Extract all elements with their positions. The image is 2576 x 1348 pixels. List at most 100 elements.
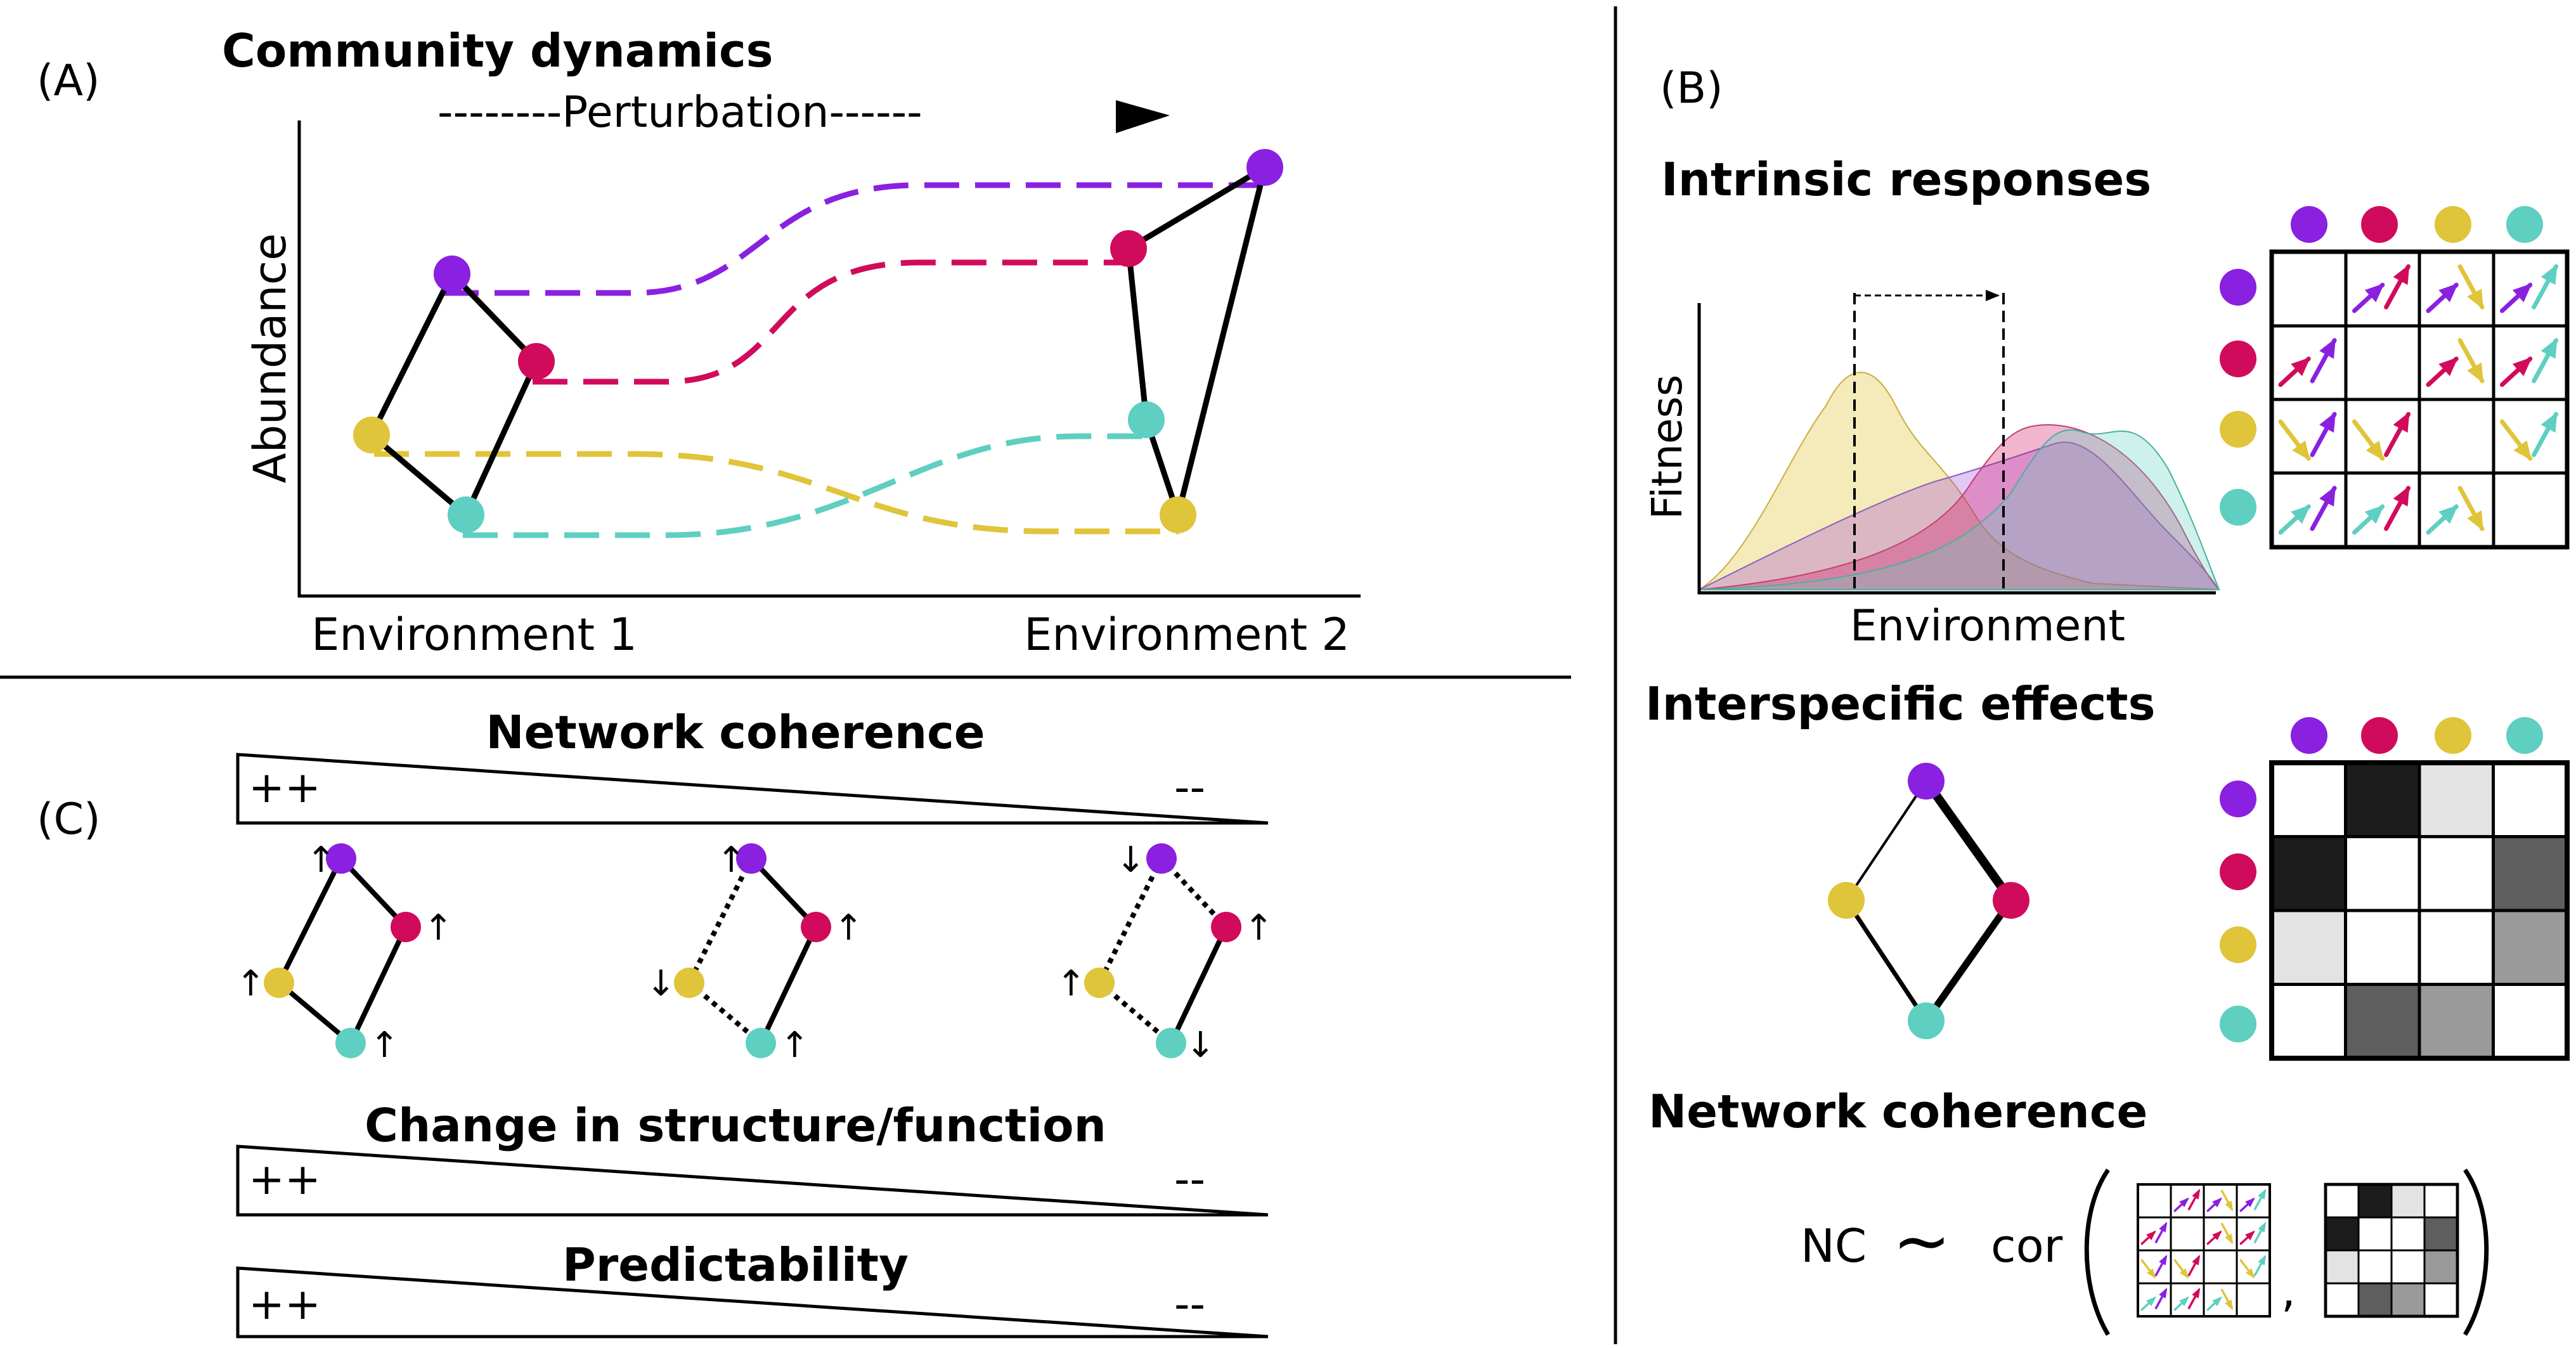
trajectory-yellow [374, 451, 1179, 535]
trajectory-teal [463, 433, 1144, 538]
node-teal-env2 [1128, 401, 1165, 438]
response-arrowhead [2225, 1200, 2234, 1212]
response-arrowhead [2512, 283, 2532, 302]
response-arrowhead [2438, 357, 2459, 377]
intrinsic-title: Intrinsic responses [1661, 153, 2151, 206]
edge-env1 [368, 272, 455, 437]
effect-cell [2344, 835, 2421, 912]
edge-env1 [463, 360, 540, 516]
arrow-down-icon: ↓ [646, 963, 676, 1004]
response-arrowhead [2292, 440, 2310, 461]
response-arrowhead [2146, 1230, 2156, 1240]
effect-cell [2417, 983, 2495, 1060]
formula-tilde: ~ [1893, 1200, 1951, 1281]
response-arrowhead [2393, 412, 2410, 433]
effect-cell [2390, 1249, 2426, 1285]
response-arrowhead [2192, 1188, 2201, 1200]
edge-env1 [370, 432, 468, 517]
effect-cell [2344, 909, 2421, 986]
environment-2-label: Environment 2 [1024, 609, 1350, 661]
response-arrowhead [2319, 486, 2336, 507]
predictability-low: -- [1174, 1280, 1205, 1330]
effect-cell [2357, 1282, 2393, 1318]
response-arrowhead [2319, 338, 2336, 359]
response-arrowhead [2159, 1221, 2168, 1233]
response-arrowhead [2291, 357, 2311, 377]
response-arrowhead [2319, 412, 2336, 433]
effect-cell [2324, 1282, 2360, 1318]
response-arrowhead [2366, 440, 2385, 461]
arrow-up-icon: ↑ [306, 839, 336, 881]
response-arrowhead [2540, 412, 2558, 433]
effect-matrix-border [2269, 760, 2570, 1061]
abundance-axis-label: Abundance [244, 233, 296, 483]
effect-cell [2417, 835, 2495, 912]
trajectory-magenta [533, 259, 1129, 385]
formula-nc: NC [1801, 1219, 1867, 1273]
panel-a-title: Community dynamics [222, 24, 773, 77]
response-matrix [2220, 206, 2570, 550]
response-arrowhead [2212, 1296, 2222, 1306]
response-arrowhead [2393, 486, 2410, 507]
response-arrowhead [2179, 1197, 2189, 1207]
response-arrowhead [2192, 1254, 2201, 1266]
arrow-up-icon: ↑ [834, 907, 864, 949]
response-arrowhead [2364, 283, 2385, 302]
effect-cell [2423, 1282, 2459, 1318]
c-change-title: Change in structure/function [365, 1099, 1106, 1152]
panel-b: (B) Intrinsic responses Fitness Environm… [1643, 63, 2570, 1336]
node-purple-env2 [1246, 149, 1283, 186]
effect-cell [2324, 1183, 2360, 1219]
fitness-curves [1697, 372, 2221, 590]
environment-axis-label: Environment [1850, 601, 2125, 651]
effect-cell [2423, 1183, 2459, 1219]
formula-cor: cor [1991, 1219, 2063, 1273]
response-arrowhead [2512, 357, 2532, 377]
effect-cell [2324, 1249, 2360, 1285]
effect-cell [2357, 1249, 2393, 1285]
edge-env1 [450, 271, 539, 364]
edge-env2 [1125, 248, 1149, 420]
response-arrowhead [2179, 1296, 2189, 1306]
response-arrowhead [2438, 283, 2459, 302]
network-mid-coherence: ↑ ↑ ↓ ↑ [646, 839, 864, 1066]
response-arrowhead [2258, 1254, 2267, 1266]
response-arrowhead [2146, 1268, 2156, 1279]
arrow-up-icon: ↑ [1056, 963, 1086, 1004]
response-arrowhead [2212, 1197, 2222, 1207]
change-wedge [236, 1144, 1269, 1217]
panel-a-label: (A) [37, 56, 100, 106]
edge-env2 [1127, 165, 1267, 251]
response-arrowhead [2393, 264, 2410, 285]
effect-cell [2417, 761, 2495, 838]
response-arrowhead [2467, 510, 2483, 531]
effect-cell [2417, 909, 2495, 986]
response-arrowhead [2540, 338, 2558, 359]
environment-1-label: Environment 1 [311, 609, 637, 661]
effect-cell [2390, 1282, 2426, 1318]
response-arrowhead [2146, 1296, 2156, 1306]
effect-cell [2423, 1216, 2459, 1252]
b-coherence-title: Network coherence [1648, 1085, 2147, 1138]
node-magenta-env1 [518, 343, 555, 380]
formula-comma: , [2281, 1264, 2296, 1317]
network-low-coherence: ↓ ↑ ↑ ↓ [1056, 839, 1274, 1066]
node-yellow-env2 [1160, 496, 1196, 533]
arrow-up-icon: ↑ [1244, 907, 1274, 949]
response-arrowhead [2258, 1188, 2267, 1200]
fitness-axis-label: Fitness [1643, 375, 1692, 520]
response-arrowhead [2192, 1287, 2201, 1299]
perturbation-arrowhead [1116, 100, 1170, 133]
mini-effect-matrix [2324, 1183, 2459, 1318]
perturbation-label: --------Perturbation------ [437, 87, 922, 138]
right-paren [2463, 1169, 2489, 1336]
response-arrowhead [2225, 1299, 2234, 1311]
response-arrowhead [2438, 505, 2459, 524]
interaction-network [1828, 763, 2029, 1039]
left-paren [2084, 1169, 2111, 1336]
effect-cell [2357, 1183, 2393, 1219]
response-arrowhead [2212, 1230, 2222, 1240]
response-arrowhead [2225, 1233, 2234, 1245]
response-arrowhead [2179, 1268, 2189, 1279]
interspecific-title: Interspecific effects [1645, 677, 2155, 730]
